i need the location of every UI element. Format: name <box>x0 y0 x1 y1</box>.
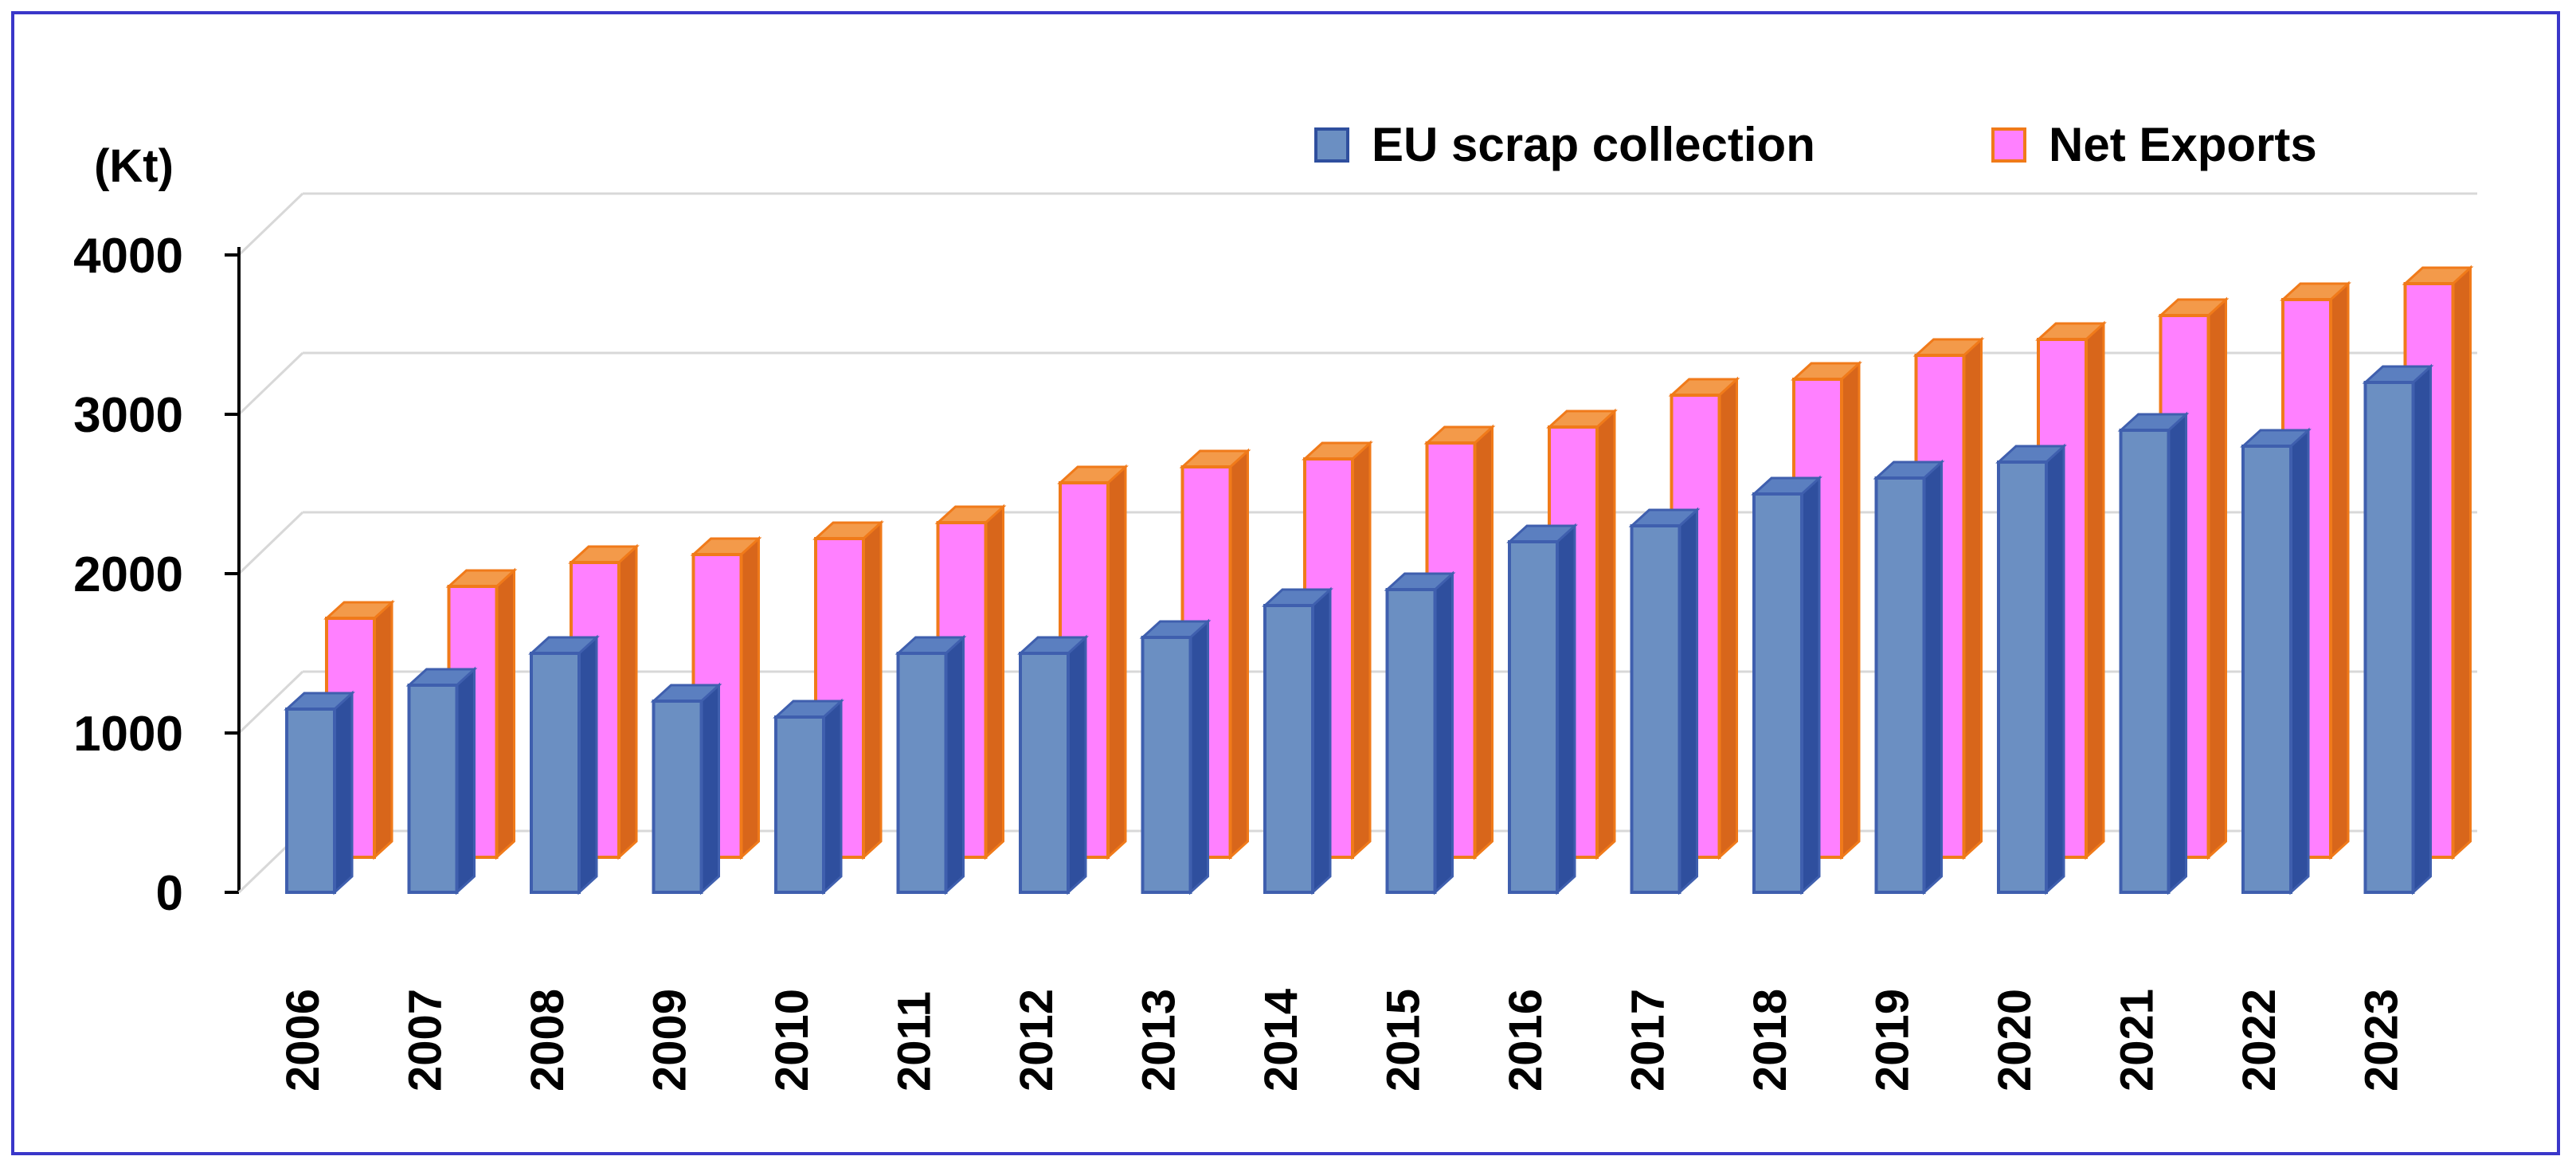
x-tick-label: 2020 <box>1989 989 2041 1092</box>
y-axis-label: (Kt) <box>94 140 174 192</box>
x-tick-label: 2018 <box>1744 989 1796 1092</box>
bar-eu-scrap-collection-2006 <box>284 690 355 896</box>
bar-eu-scrap-collection-2019 <box>1873 459 1945 896</box>
x-tick-label: 2008 <box>522 989 574 1092</box>
bar-eu-scrap-collection-2014 <box>1262 586 1333 896</box>
x-tick-label: 2021 <box>2112 989 2163 1092</box>
bar-eu-scrap-collection-2016 <box>1506 523 1578 896</box>
bar-eu-scrap-collection-2008 <box>528 634 600 896</box>
bar-eu-scrap-collection-2011 <box>895 634 967 896</box>
y-tick-label: 1000 <box>73 707 183 762</box>
bar-eu-scrap-collection-2007 <box>405 666 478 896</box>
legend-label-eu-scrap-collection: EU scrap collection <box>1372 118 1815 171</box>
x-tick-label: 2007 <box>400 989 452 1092</box>
x-tick-label: 2017 <box>1623 989 1674 1092</box>
y-tick-label: 0 <box>156 866 183 921</box>
bar-eu-scrap-collection-2018 <box>1751 475 1822 896</box>
bar-eu-scrap-collection-2023 <box>2362 363 2434 896</box>
bar-eu-scrap-collection-2010 <box>773 698 844 896</box>
legend-swatch-eu-scrap-collection <box>1314 127 1349 163</box>
bar-eu-scrap-collection-2020 <box>1995 443 2067 896</box>
y-tick-label: 2000 <box>73 547 183 602</box>
bar-eu-scrap-collection-2012 <box>1017 634 1089 896</box>
x-tick-label: 2016 <box>1500 989 1552 1092</box>
bar-eu-scrap-collection-2022 <box>2240 427 2312 896</box>
y-tick-label: 3000 <box>73 388 183 443</box>
x-tick-label: 2006 <box>277 989 329 1092</box>
gridlines <box>237 192 2477 735</box>
bars <box>284 265 2474 896</box>
bar-eu-scrap-collection-2015 <box>1384 570 1456 896</box>
x-tick-label: 2009 <box>644 989 696 1092</box>
x-tick-label: 2014 <box>1255 989 1307 1092</box>
x-tick-label: 2015 <box>1378 989 1430 1092</box>
x-tick-label: 2010 <box>766 989 818 1092</box>
y-tick-label: 4000 <box>73 229 183 284</box>
bar-eu-scrap-collection-2017 <box>1628 507 1701 896</box>
x-tick-label: 2023 <box>2356 989 2408 1092</box>
x-tick-label: 2013 <box>1133 989 1185 1092</box>
x-tick-label: 2012 <box>1011 989 1063 1092</box>
gridline-diagonal <box>237 351 304 416</box>
tick-labels: 0 1000 2000 3000 4000 2006 2007 2008 2009 2010 201… <box>73 229 2407 1092</box>
bar-eu-scrap-collection-2009 <box>650 682 722 896</box>
gridline-diagonal <box>237 511 304 575</box>
legend-swatch-net-exports <box>1991 127 2026 163</box>
x-tick-label: 2011 <box>889 991 941 1092</box>
x-tick-label: 2019 <box>1867 989 1919 1092</box>
bar-eu-scrap-collection-2021 <box>2117 411 2190 896</box>
gridline-diagonal <box>237 192 304 257</box>
bar-eu-scrap-collection-2013 <box>1139 618 1212 896</box>
x-tick-label: 2022 <box>2233 989 2285 1092</box>
gridline-diagonal <box>237 670 304 735</box>
legend: EU scrap collection Net Exports <box>1314 118 2317 171</box>
legend-label-net-exports: Net Exports <box>2049 118 2317 171</box>
